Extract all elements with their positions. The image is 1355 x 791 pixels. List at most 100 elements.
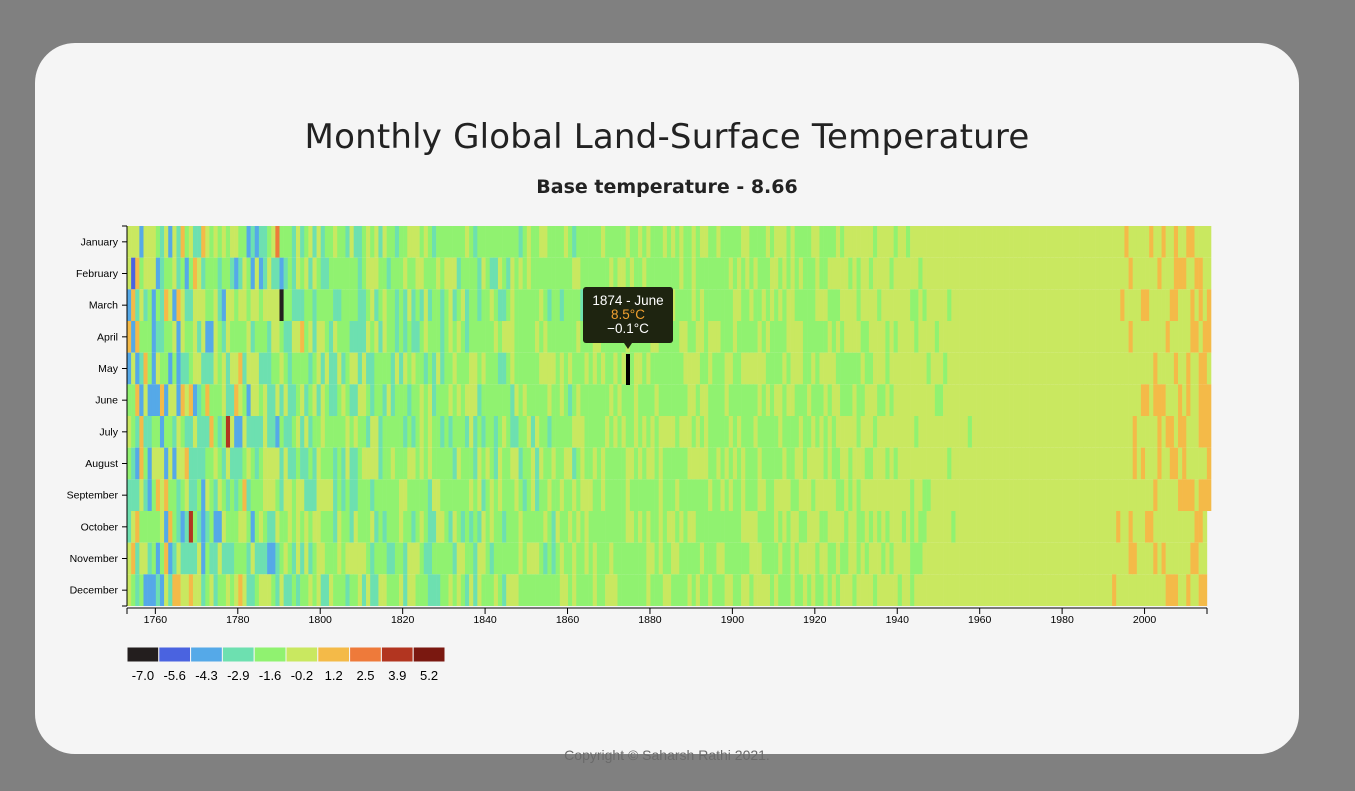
heatmap-cell[interactable]: [324, 416, 330, 448]
heatmap-cell[interactable]: [592, 257, 598, 290]
heatmap-cell[interactable]: [370, 542, 375, 575]
heatmap-cell[interactable]: [576, 416, 581, 448]
heatmap-cell[interactable]: [683, 384, 688, 416]
heatmap-cell[interactable]: [745, 574, 750, 606]
heatmap-cell[interactable]: [815, 321, 820, 353]
heatmap-cell[interactable]: [246, 384, 251, 416]
heatmap-cell[interactable]: [658, 479, 664, 511]
heatmap-cell[interactable]: [1103, 384, 1109, 416]
heatmap-cell[interactable]: [679, 321, 684, 353]
heatmap-cell[interactable]: [695, 257, 701, 290]
heatmap-cell[interactable]: [419, 289, 425, 321]
heatmap-cell[interactable]: [984, 257, 989, 290]
heatmap-cell[interactable]: [1173, 416, 1179, 448]
heatmap-cell[interactable]: [1186, 574, 1191, 606]
heatmap-cell[interactable]: [1136, 542, 1142, 575]
heatmap-cell[interactable]: [1009, 416, 1014, 448]
heatmap-cell[interactable]: [938, 384, 944, 416]
heatmap-cell[interactable]: [873, 574, 878, 606]
heatmap-cell[interactable]: [1173, 511, 1179, 543]
heatmap-cell[interactable]: [304, 384, 309, 416]
heatmap-cell[interactable]: [316, 289, 322, 321]
heatmap-cell[interactable]: [835, 321, 841, 353]
heatmap-cell[interactable]: [1087, 384, 1092, 416]
heatmap-cell[interactable]: [464, 384, 470, 416]
heatmap-cell[interactable]: [584, 447, 589, 480]
heatmap-cell[interactable]: [209, 321, 214, 353]
heatmap-cell[interactable]: [868, 384, 874, 416]
heatmap-cell[interactable]: [1107, 289, 1113, 321]
heatmap-cell[interactable]: [407, 479, 412, 511]
heatmap-cell[interactable]: [151, 416, 157, 448]
heatmap-cell[interactable]: [168, 542, 173, 575]
heatmap-cell[interactable]: [1169, 447, 1175, 480]
heatmap-cell[interactable]: [205, 352, 210, 385]
heatmap-cell[interactable]: [131, 542, 136, 575]
heatmap-cell[interactable]: [1009, 352, 1014, 385]
heatmap-cell[interactable]: [349, 226, 354, 258]
heatmap-cell[interactable]: [1017, 289, 1022, 321]
heatmap-cell[interactable]: [868, 447, 874, 480]
heatmap-cell[interactable]: [489, 416, 495, 448]
heatmap-cell[interactable]: [1004, 226, 1010, 258]
heatmap-cell[interactable]: [192, 226, 198, 258]
heatmap-cell[interactable]: [658, 226, 664, 258]
heatmap-cell[interactable]: [386, 511, 392, 543]
heatmap-cell[interactable]: [1190, 226, 1195, 258]
heatmap-cell[interactable]: [930, 289, 936, 321]
heatmap-cell[interactable]: [1103, 352, 1109, 385]
heatmap-cell[interactable]: [856, 511, 861, 543]
heatmap-cell[interactable]: [497, 542, 503, 575]
heatmap-cell[interactable]: [1116, 321, 1121, 353]
heatmap-cell[interactable]: [353, 226, 359, 258]
heatmap-cell[interactable]: [823, 226, 828, 258]
heatmap-cell[interactable]: [992, 416, 997, 448]
heatmap-cell[interactable]: [774, 574, 779, 606]
heatmap-cell[interactable]: [1182, 352, 1187, 385]
heatmap-cell[interactable]: [893, 352, 899, 385]
heatmap-cell[interactable]: [493, 352, 499, 385]
heatmap-cell[interactable]: [844, 511, 849, 543]
heatmap-cell[interactable]: [535, 447, 540, 480]
heatmap-cell[interactable]: [361, 416, 367, 448]
heatmap-cell[interactable]: [473, 384, 478, 416]
heatmap-cell[interactable]: [666, 479, 672, 511]
heatmap-cell[interactable]: [464, 416, 470, 448]
heatmap-cell[interactable]: [786, 384, 791, 416]
heatmap-cell[interactable]: [778, 447, 783, 480]
heatmap-cell[interactable]: [213, 384, 218, 416]
heatmap-cell[interactable]: [493, 447, 499, 480]
heatmap-cell[interactable]: [1169, 321, 1175, 353]
heatmap-cell[interactable]: [374, 384, 379, 416]
heatmap-cell[interactable]: [485, 479, 491, 511]
heatmap-cell[interactable]: [493, 511, 499, 543]
heatmap-cell[interactable]: [522, 226, 528, 258]
heatmap-cell[interactable]: [246, 226, 251, 258]
heatmap-cell[interactable]: [695, 542, 701, 575]
heatmap-cell[interactable]: [403, 416, 408, 448]
heatmap-cell[interactable]: [955, 384, 960, 416]
heatmap-cell[interactable]: [951, 447, 956, 480]
heatmap-cell[interactable]: [1054, 479, 1059, 511]
heatmap-cell[interactable]: [221, 511, 227, 543]
heatmap-cell[interactable]: [671, 352, 676, 385]
heatmap-cell[interactable]: [295, 352, 301, 385]
heatmap-cell[interactable]: [1182, 511, 1187, 543]
heatmap-cell[interactable]: [712, 257, 717, 290]
heatmap-cell[interactable]: [271, 352, 276, 385]
heatmap-cell[interactable]: [1186, 226, 1191, 258]
heatmap-cell[interactable]: [761, 479, 767, 511]
heatmap-cell[interactable]: [225, 542, 231, 575]
heatmap-cell[interactable]: [930, 226, 936, 258]
heatmap-cell[interactable]: [234, 352, 239, 385]
heatmap-cell[interactable]: [811, 289, 816, 321]
heatmap-cell[interactable]: [1058, 574, 1063, 606]
heatmap-cell[interactable]: [1116, 289, 1121, 321]
heatmap-cell[interactable]: [188, 479, 194, 511]
heatmap-cell[interactable]: [221, 289, 227, 321]
heatmap-cell[interactable]: [497, 289, 503, 321]
heatmap-cell[interactable]: [1091, 321, 1096, 353]
heatmap-cell[interactable]: [868, 352, 874, 385]
heatmap-cell[interactable]: [720, 479, 725, 511]
heatmap-cell[interactable]: [815, 479, 820, 511]
